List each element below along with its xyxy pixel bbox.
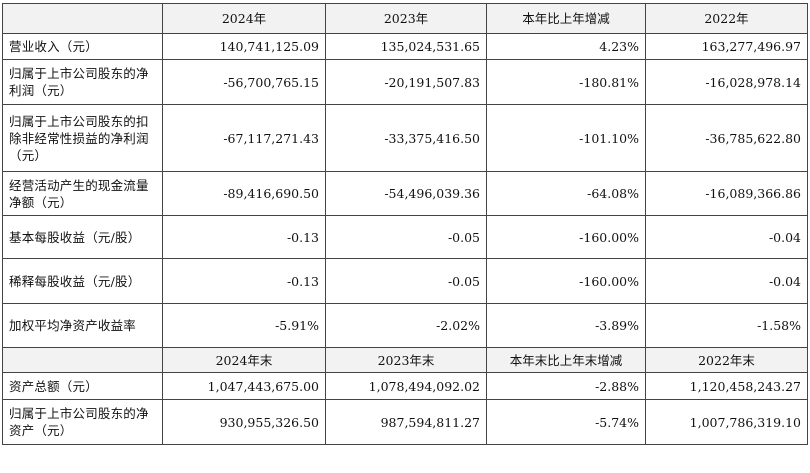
value-change: -2.88% [486, 372, 646, 400]
header-year-end-2023: 2023年末 [325, 347, 487, 373]
row-label: 加权平均净资产收益率 [2, 303, 163, 348]
value-change: -101.10% [486, 104, 646, 172]
value-change: -180.81% [486, 59, 646, 105]
row-label: 归属于上市公司股东的扣除非经常性损益的净利润（元） [2, 104, 163, 172]
table-row-total-assets: 资产总额（元） 1,047,443,675.00 1,078,494,092.0… [2, 372, 808, 400]
value-change: 4.23% [486, 33, 646, 60]
value-2022: -0.04 [645, 258, 808, 304]
header-row-year-end: 2024年末 2023年末 本年末比上年末增减 2022年末 [2, 347, 808, 373]
table-row-revenue: 营业收入（元） 140,741,125.09 135,024,531.65 4.… [2, 33, 808, 60]
value-2023: 987,594,811.27 [325, 399, 487, 445]
value-2024: -5.91% [162, 303, 326, 348]
table-row-operating-cash-flow: 经营活动产生的现金流量净额（元） -89,416,690.50 -54,496,… [2, 171, 808, 216]
financial-summary-table: 2024年 2023年 本年比上年增减 2022年 营业收入（元） 140,74… [2, 3, 808, 445]
value-2022: 163,277,496.97 [645, 33, 808, 60]
value-2024: 1,047,443,675.00 [162, 372, 326, 400]
header-year-2023: 2023年 [325, 3, 487, 34]
header-year-end-2022: 2022年末 [645, 347, 808, 373]
value-2023: -0.05 [325, 258, 487, 304]
header-corner-cell [2, 347, 163, 373]
value-2024: 140,741,125.09 [162, 33, 326, 60]
table-row-net-assets: 归属于上市公司股东的净资产（元） 930,955,326.50 987,594,… [2, 399, 808, 445]
value-2022: 1,007,786,319.10 [645, 399, 808, 445]
header-year-2024: 2024年 [162, 3, 326, 34]
row-label: 归属于上市公司股东的净资产（元） [2, 399, 163, 445]
value-2024: -0.13 [162, 258, 326, 304]
value-2024: 930,955,326.50 [162, 399, 326, 445]
value-change: -3.89% [486, 303, 646, 348]
value-change: -5.74% [486, 399, 646, 445]
value-2022: -16,028,978.14 [645, 59, 808, 105]
row-label: 基本每股收益（元/股） [2, 215, 163, 259]
header-year-2022: 2022年 [645, 3, 808, 34]
table-row-net-profit: 归属于上市公司股东的净利润（元） -56,700,765.15 -20,191,… [2, 59, 808, 105]
table-row-basic-eps: 基本每股收益（元/股） -0.13 -0.05 -160.00% -0.04 [2, 215, 808, 259]
row-label: 经营活动产生的现金流量净额（元） [2, 171, 163, 216]
table-row-net-profit-deducted: 归属于上市公司股东的扣除非经常性损益的净利润（元） -67,117,271.43… [2, 104, 808, 172]
value-2022: 1,120,458,243.27 [645, 372, 808, 400]
row-label: 稀释每股收益（元/股） [2, 258, 163, 304]
header-row-annual: 2024年 2023年 本年比上年增减 2022年 [2, 3, 808, 34]
table-row-diluted-eps: 稀释每股收益（元/股） -0.13 -0.05 -160.00% -0.04 [2, 258, 808, 304]
value-2022: -36,785,622.80 [645, 104, 808, 172]
value-2023: -54,496,039.36 [325, 171, 487, 216]
value-2023: -0.05 [325, 215, 487, 259]
value-2024: -56,700,765.15 [162, 59, 326, 105]
header-yoy-change: 本年比上年增减 [486, 3, 646, 34]
value-2022: -16,089,366.86 [645, 171, 808, 216]
value-2023: -33,375,416.50 [325, 104, 487, 172]
value-2024: -67,117,271.43 [162, 104, 326, 172]
row-label: 资产总额（元） [2, 372, 163, 400]
value-2022: -0.04 [645, 215, 808, 259]
value-2023: -2.02% [325, 303, 487, 348]
value-2023: 135,024,531.65 [325, 33, 487, 60]
value-change: -160.00% [486, 215, 646, 259]
header-corner-cell [2, 3, 163, 34]
table-row-weighted-roe: 加权平均净资产收益率 -5.91% -2.02% -3.89% -1.58% [2, 303, 808, 348]
value-2023: 1,078,494,092.02 [325, 372, 487, 400]
value-2023: -20,191,507.83 [325, 59, 487, 105]
row-label: 营业收入（元） [2, 33, 163, 60]
value-2024: -0.13 [162, 215, 326, 259]
header-year-end-change: 本年末比上年末增减 [486, 347, 646, 373]
row-label: 归属于上市公司股东的净利润（元） [2, 59, 163, 105]
value-2022: -1.58% [645, 303, 808, 348]
value-change: -160.00% [486, 258, 646, 304]
value-change: -64.08% [486, 171, 646, 216]
value-2024: -89,416,690.50 [162, 171, 326, 216]
header-year-end-2024: 2024年末 [162, 347, 326, 373]
